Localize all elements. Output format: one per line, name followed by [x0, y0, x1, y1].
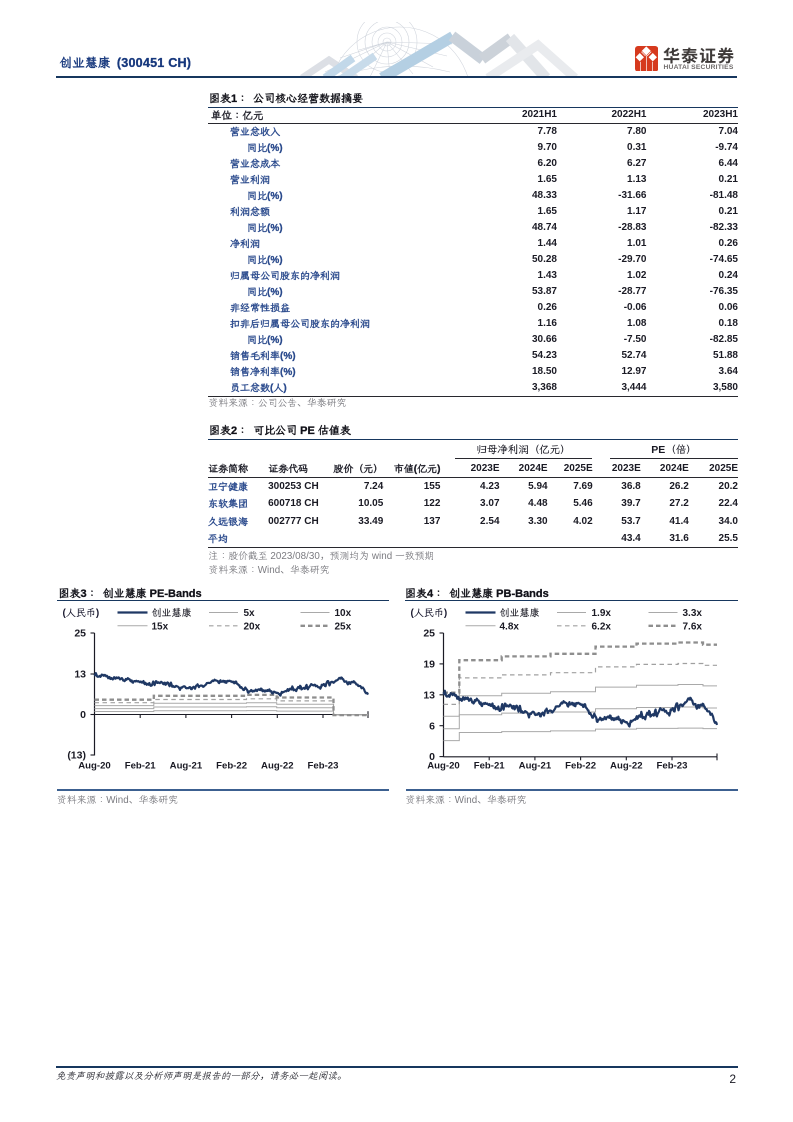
svg-text:25: 25	[74, 628, 86, 640]
svg-text:0: 0	[429, 751, 435, 763]
svg-text:Feb-21: Feb-21	[125, 761, 157, 772]
svg-text:创业慧康: 创业慧康	[500, 606, 540, 619]
svg-text:13: 13	[423, 689, 435, 701]
svg-text:(人民币): (人民币)	[411, 606, 448, 619]
svg-text:13: 13	[74, 669, 86, 681]
svg-text:3.3x: 3.3x	[683, 608, 703, 619]
svg-text:(人民币): (人民币)	[63, 606, 100, 619]
svg-text:19: 19	[423, 659, 435, 671]
svg-text:Aug-20: Aug-20	[78, 761, 111, 772]
svg-text:25x: 25x	[335, 621, 352, 632]
svg-text:Feb-23: Feb-23	[308, 761, 339, 772]
svg-text:15x: 15x	[152, 621, 169, 632]
svg-text:Aug-20: Aug-20	[427, 761, 460, 772]
svg-text:25: 25	[423, 628, 435, 640]
svg-text:5x: 5x	[244, 608, 256, 619]
svg-text:6.2x: 6.2x	[592, 621, 612, 632]
svg-text:Aug-21: Aug-21	[519, 761, 552, 772]
svg-text:0: 0	[80, 709, 86, 721]
svg-text:Feb-22: Feb-22	[565, 761, 596, 772]
svg-text:6: 6	[429, 720, 435, 732]
svg-text:20x: 20x	[244, 621, 261, 632]
svg-text:Feb-21: Feb-21	[474, 761, 506, 772]
svg-text:(13): (13)	[67, 750, 86, 762]
svg-text:Aug-21: Aug-21	[170, 761, 203, 772]
svg-text:Aug-22: Aug-22	[610, 761, 643, 772]
svg-text:4.8x: 4.8x	[500, 621, 520, 632]
svg-text:Aug-22: Aug-22	[261, 761, 294, 772]
svg-text:1.9x: 1.9x	[592, 608, 612, 619]
svg-text:创业慧康: 创业慧康	[152, 606, 192, 619]
svg-text:10x: 10x	[335, 608, 352, 619]
svg-text:Feb-22: Feb-22	[216, 761, 247, 772]
svg-text:7.6x: 7.6x	[683, 621, 703, 632]
svg-text:Feb-23: Feb-23	[657, 761, 688, 772]
